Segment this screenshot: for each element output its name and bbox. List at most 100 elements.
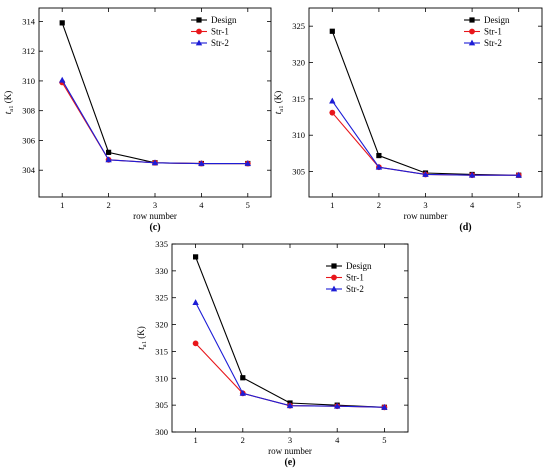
- x-tick-label: 4: [470, 200, 475, 210]
- panel-label: (d): [459, 222, 471, 233]
- plot-frame: [308, 7, 543, 198]
- data-point-design: [59, 20, 65, 26]
- data-point-design: [329, 28, 335, 34]
- legend-label-str-1: Str-1: [484, 27, 502, 37]
- legend-label-str-2: Str-2: [484, 38, 502, 48]
- y-tick-label: 315: [155, 346, 168, 356]
- y-axis-unit: (K): [273, 91, 283, 106]
- data-point-design: [106, 149, 112, 155]
- y-tick-label: 306: [22, 135, 35, 145]
- chart-panel-e: 1 2 3 4 5 300 305 310 315 320 325 330 335 row number t…: [136, 239, 409, 468]
- series-line-str-1: [195, 342, 385, 408]
- x-tick-label: 4: [335, 435, 340, 445]
- y-tick-label: 305: [292, 167, 305, 177]
- x-tick-label: 1: [330, 200, 334, 210]
- legend-label-design: Design: [484, 15, 510, 25]
- y-tick-label: 304: [22, 165, 36, 175]
- data-point-design: [376, 152, 382, 159]
- y-tick-label: 300: [155, 427, 168, 437]
- legend-marker-design: [196, 17, 202, 23]
- y-tick-label: 310: [292, 130, 305, 140]
- legend-marker-design: [331, 263, 337, 269]
- data-point-str-2: [468, 171, 476, 178]
- data-point-design: [240, 375, 246, 381]
- legend-marker-design: [469, 17, 475, 23]
- data-point-str-2: [422, 171, 429, 177]
- panel-label: (e): [284, 457, 295, 468]
- x-tick-label: 3: [288, 435, 292, 445]
- legend-marker-str-2: [195, 39, 203, 46]
- y-tick-label: 335: [155, 239, 168, 249]
- chart-panel-d: 1 2 3 4 5 305 310 315 320 325 row number ta1 (K) Des…: [273, 7, 543, 233]
- legend-label-design: Design: [346, 261, 372, 271]
- y-axis-subscript: a1: [141, 341, 148, 347]
- data-point-design: [193, 254, 199, 260]
- y-axis-unit: (K): [136, 326, 146, 341]
- legend-label-str-1: Str-1: [346, 273, 364, 283]
- x-axis-label: row number: [133, 211, 177, 221]
- x-axis-label: row number: [404, 211, 448, 221]
- y-axis-unit: (K): [3, 91, 13, 106]
- y-tick-label: 305: [155, 400, 168, 410]
- x-axis-label: row number: [268, 446, 312, 456]
- data-point-str-2: [105, 156, 112, 163]
- x-tick-label: 1: [193, 435, 197, 445]
- y-tick-label: 325: [292, 21, 305, 31]
- data-point-str-2: [244, 160, 251, 166]
- y-axis-symbol: t: [136, 347, 146, 350]
- legend-label-design: Design: [211, 15, 237, 25]
- y-axis-symbol: t: [3, 111, 13, 114]
- data-point-str-2: [381, 403, 388, 410]
- x-tick-label: 2: [377, 200, 381, 210]
- y-tick-label: 312: [22, 46, 35, 56]
- series-line-str-2: [331, 100, 519, 176]
- y-tick-label: 310: [22, 76, 35, 86]
- legend-marker-str-2: [330, 285, 338, 292]
- data-point-str-2: [59, 76, 66, 83]
- series-line-design: [331, 31, 519, 176]
- y-tick-label: 315: [292, 94, 305, 104]
- data-point-str-2: [151, 159, 159, 166]
- panel-label: (c): [149, 222, 160, 233]
- legend-marker-str-2: [468, 39, 476, 46]
- series-line-str-2: [195, 302, 385, 408]
- data-point-str-2: [192, 299, 199, 305]
- y-axis-subscript: a1: [278, 106, 285, 112]
- legend-label-str-2: Str-2: [211, 38, 229, 48]
- series-line-str-2: [61, 79, 248, 165]
- x-tick-label: 5: [246, 200, 250, 210]
- x-tick-label: 3: [423, 200, 427, 210]
- chart-panel-c: 1 2 3 4 5 304 306 308 310 312 314 row number ta1 (K)…: [3, 7, 272, 233]
- x-tick-label: 2: [106, 200, 110, 210]
- data-point-str-2: [515, 171, 522, 178]
- x-tick-label: 2: [241, 435, 245, 445]
- y-tick-label: 308: [22, 106, 35, 116]
- y-tick-label: 325: [155, 293, 168, 303]
- data-point-str-2: [198, 160, 205, 166]
- y-tick-label: 330: [155, 266, 168, 276]
- x-tick-label: 5: [382, 435, 386, 445]
- y-tick-label: 320: [292, 58, 305, 68]
- legend-label-str-2: Str-2: [346, 284, 364, 294]
- x-tick-label: 1: [60, 200, 64, 210]
- legend-marker-str-1: [469, 28, 475, 35]
- legend-marker-str-1: [331, 274, 337, 281]
- data-point-str-1: [192, 340, 199, 347]
- data-point-str-2: [375, 163, 383, 170]
- legend-label-str-1: Str-1: [211, 27, 229, 37]
- data-point-str-2: [239, 389, 246, 396]
- x-tick-label: 3: [153, 200, 157, 210]
- legend-marker-str-1: [196, 28, 202, 35]
- x-tick-label: 4: [199, 200, 204, 210]
- y-axis-subscript: a1: [8, 106, 15, 112]
- y-axis-symbol: t: [273, 111, 283, 114]
- series-line-str-1: [331, 112, 519, 176]
- y-axis-label: ta1 (K): [273, 91, 285, 114]
- y-tick-label: 310: [155, 373, 168, 383]
- y-axis-label: ta1 (K): [3, 91, 15, 114]
- y-axis-label: ta1 (K): [136, 326, 148, 349]
- data-point-str-1: [329, 109, 336, 116]
- data-point-str-2: [286, 402, 294, 409]
- y-tick-label: 314: [22, 16, 36, 26]
